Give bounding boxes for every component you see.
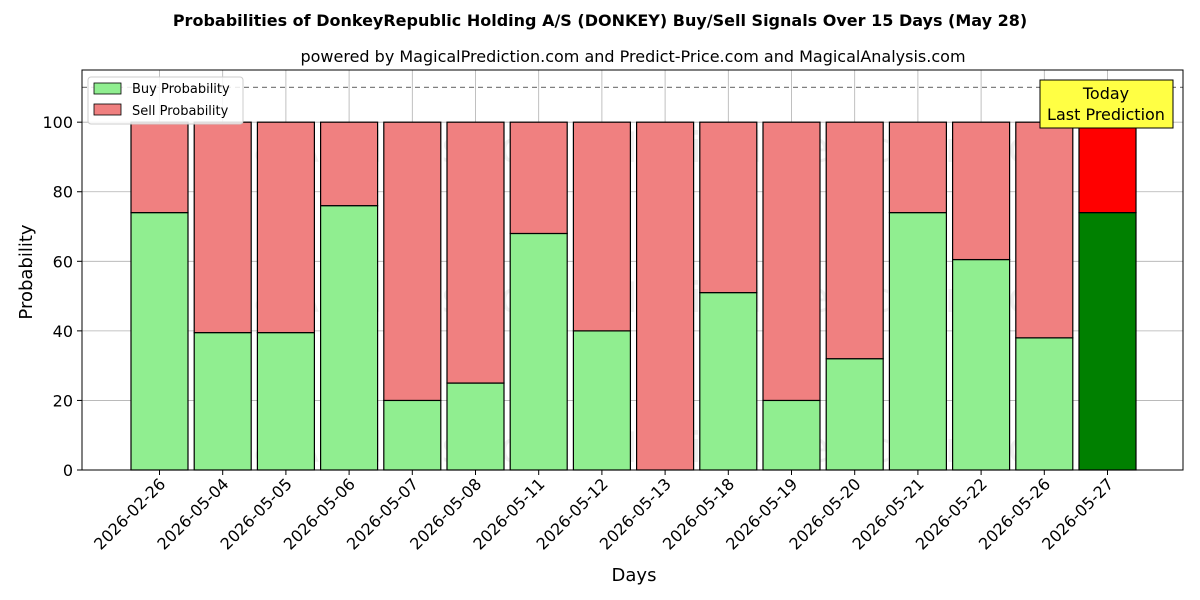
- legend-swatch-buy: [93, 82, 122, 95]
- y-tick-label: 60: [53, 252, 73, 271]
- y-tick-label: 40: [53, 322, 73, 341]
- y-tick-label: 100: [42, 113, 73, 132]
- bar-sell: [383, 121, 442, 402]
- bar-sell: [888, 121, 948, 214]
- legend-swatch-sell: [93, 103, 122, 116]
- y-tick-label: 80: [53, 183, 73, 202]
- bar-buy: [1015, 337, 1074, 471]
- y-tick-label: 20: [53, 391, 73, 410]
- bar-buy: [572, 330, 632, 471]
- legend-label-buy: Buy Probability: [132, 82, 230, 97]
- bar-buy: [383, 399, 442, 471]
- bar-buy: [888, 212, 948, 471]
- bar-buy: [1078, 212, 1137, 471]
- bar-sell: [446, 121, 505, 384]
- legend-box: [87, 76, 244, 125]
- bar-buy: [825, 358, 884, 471]
- bar-buy: [762, 399, 821, 471]
- bar-buy: [951, 258, 1011, 471]
- bars: [130, 121, 1137, 471]
- bar-sell: [572, 121, 632, 332]
- chart-subtitle: powered by MagicalPrediction.com and Pre…: [300, 47, 965, 66]
- bar-buy: [320, 205, 379, 471]
- y-tick-label: 0: [63, 461, 73, 480]
- legend: Buy Probability Sell Probability: [87, 76, 244, 125]
- x-axis-label: Days: [612, 565, 657, 586]
- bar-sell: [635, 121, 695, 471]
- bar-sell: [509, 121, 568, 235]
- bar-buy: [446, 382, 505, 471]
- bar-buy: [256, 332, 315, 471]
- bar-sell: [1015, 121, 1074, 339]
- bar-buy: [509, 232, 568, 471]
- bar-sell: [1078, 121, 1137, 214]
- bar-sell: [130, 121, 189, 214]
- bar-buy: [130, 212, 189, 471]
- bar-sell: [256, 121, 315, 334]
- annotation-line-today: Today: [1082, 84, 1129, 103]
- plot-frame: [81, 69, 1184, 471]
- today-annotation: Today Last Prediction: [1039, 79, 1174, 129]
- chart-title: Probabilities of DonkeyRepublic Holding …: [173, 11, 1027, 30]
- bar-sell: [193, 121, 252, 334]
- y-axis-label: Probability: [16, 224, 37, 319]
- annotation-line-last-prediction: Last Prediction: [1047, 105, 1165, 124]
- bar-buy: [699, 292, 758, 471]
- y-axis-ticks: 0 20 40 60 80 100: [42, 113, 82, 480]
- bar-sell: [951, 121, 1011, 261]
- bar-sell: [320, 121, 379, 207]
- bar-sell: [825, 121, 884, 360]
- bar-sell: [762, 121, 821, 402]
- x-axis-ticks: 2026-02-262026-05-042026-05-052026-05-06…: [90, 470, 1117, 554]
- annotation-box: [1039, 79, 1174, 129]
- legend-label-sell: Sell Probability: [132, 104, 229, 119]
- bar-sell: [699, 121, 758, 294]
- bar-buy: [193, 332, 252, 471]
